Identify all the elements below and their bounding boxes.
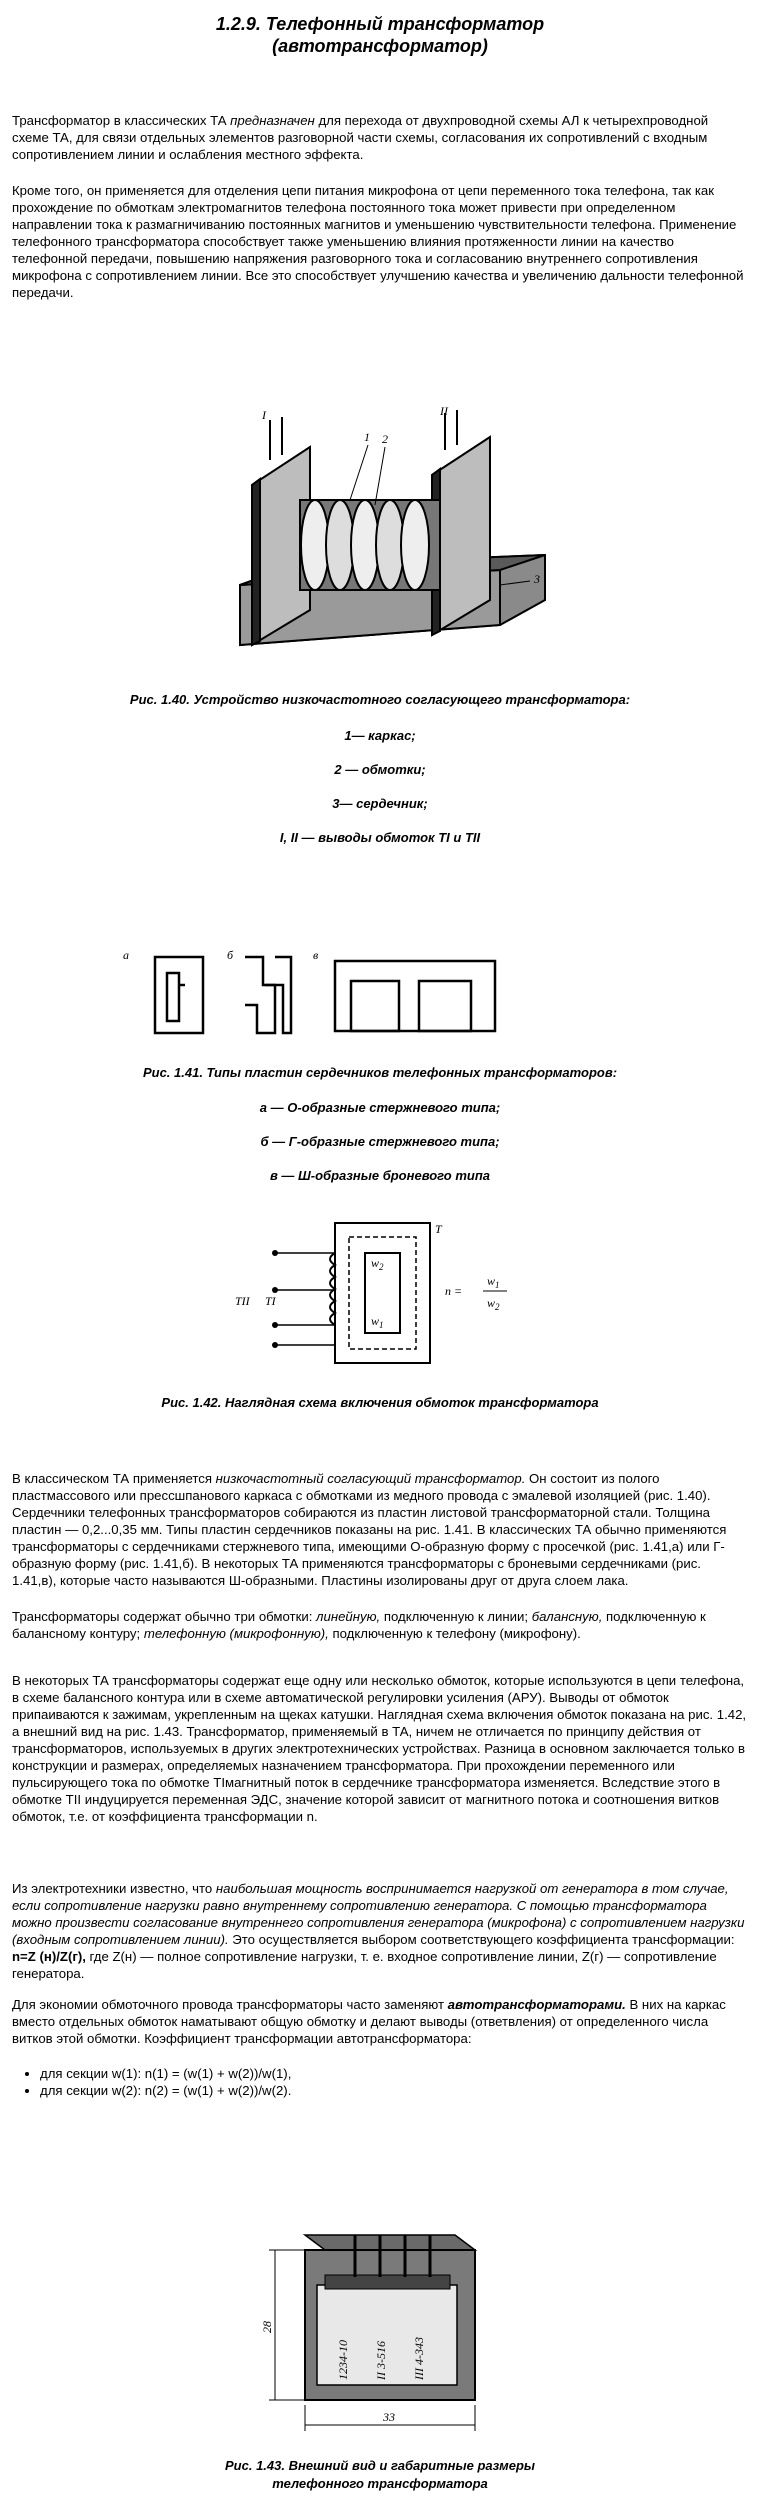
label-num: w1 bbox=[487, 1274, 500, 1290]
fig140-item-3: 3— сердечник; bbox=[332, 796, 428, 811]
fig143-caption-line2: телефонного трансформатора bbox=[272, 2476, 488, 2491]
list-item: для секции w(1): n(1) = (w(1) + w(2))/w(… bbox=[40, 2065, 740, 2082]
formula-list: для секции w(1): n(1) = (w(1) + w(2))/w(… bbox=[26, 2065, 740, 2099]
dim-height: 28 bbox=[260, 2321, 274, 2333]
fig140-caption: Рис. 1.40. Устройство низкочастотного со… bbox=[129, 692, 631, 707]
body-paragraph-6: Из электротехники известно, что наибольш… bbox=[12, 1881, 745, 1981]
label-TII: TII bbox=[235, 1294, 251, 1308]
fig141-item-3: в — Ш-образные броневого типа bbox=[269, 1168, 491, 1183]
label-TI: TI bbox=[265, 1294, 277, 1308]
fig142-caption: Рис. 1.42. Наглядная схема включения обм… bbox=[161, 1395, 599, 1410]
label-lead-I: I bbox=[261, 408, 267, 422]
fig143-caption-line1: Рис. 1.43. Внешний вид и габаритные разм… bbox=[225, 2458, 535, 2473]
label-1: 1 bbox=[364, 430, 370, 444]
fig140-item-2: 2 — обмотки; bbox=[334, 762, 426, 777]
section-title: 1.2.9. Телефонный трансформатор bbox=[215, 14, 545, 34]
label-b: б bbox=[227, 948, 234, 962]
intro-paragraph-1: Трансформатор в классических ТА предназн… bbox=[12, 113, 709, 162]
label-n-formula: n = bbox=[445, 1284, 462, 1298]
body-paragraph-5: В некоторых ТА трансформаторы содержат е… bbox=[12, 1673, 747, 1824]
label-v: в bbox=[313, 948, 318, 962]
label-lead-II: II bbox=[439, 405, 449, 418]
core-plates-figure: а б в bbox=[123, 948, 497, 1035]
mark-3: III 4-343 bbox=[412, 2337, 426, 2381]
label-w2: w2 bbox=[371, 1256, 384, 1272]
fig141-item-2: б — Г-образные стержневого типа; bbox=[260, 1134, 500, 1149]
transformer-exterior-figure: 28 33 1234-10 II 3-516 III 4-343 bbox=[260, 2234, 478, 2431]
fig141-item-1: а — О-образные стержневого типа; bbox=[259, 1100, 501, 1115]
label-den: w2 bbox=[487, 1296, 500, 1312]
label-3: 3 bbox=[533, 572, 540, 586]
transformer-construction-figure: I II 1 2 3 bbox=[239, 405, 546, 647]
list-item: для секции w(2): n(2) = (w(1) + w(2))/w(… bbox=[40, 2082, 740, 2099]
fig140-item-4: I, II — выводы обмоток TI и TII bbox=[279, 830, 481, 845]
label-T: T bbox=[435, 1222, 443, 1236]
body-paragraph-3: В классическом ТА применяется низкочасто… bbox=[12, 1471, 727, 1588]
dim-width: 33 bbox=[382, 2410, 395, 2424]
label-a: а bbox=[123, 948, 129, 962]
label-w1: w1 bbox=[371, 1314, 384, 1330]
section-subtitle: (автотрансформатор) bbox=[272, 36, 488, 56]
mark-1: 1234-10 bbox=[336, 2340, 350, 2380]
body-paragraph-7: Для экономии обмоточного провода трансфо… bbox=[12, 1997, 726, 2046]
mark-2: II 3-516 bbox=[374, 2341, 388, 2381]
winding-schematic-figure: T TII TI w2 w1 n = w1 w2 bbox=[235, 1222, 507, 1364]
intro-paragraph-2: Кроме того, он применяется для отделения… bbox=[12, 183, 744, 300]
fig141-caption: Рис. 1.41. Типы пластин сердечников теле… bbox=[142, 1065, 618, 1080]
label-2: 2 bbox=[382, 432, 388, 446]
fig140-item-1: 1— каркас; bbox=[344, 728, 416, 743]
body-paragraph-4: Трансформаторы содержат обычно три обмот… bbox=[12, 1609, 706, 1641]
